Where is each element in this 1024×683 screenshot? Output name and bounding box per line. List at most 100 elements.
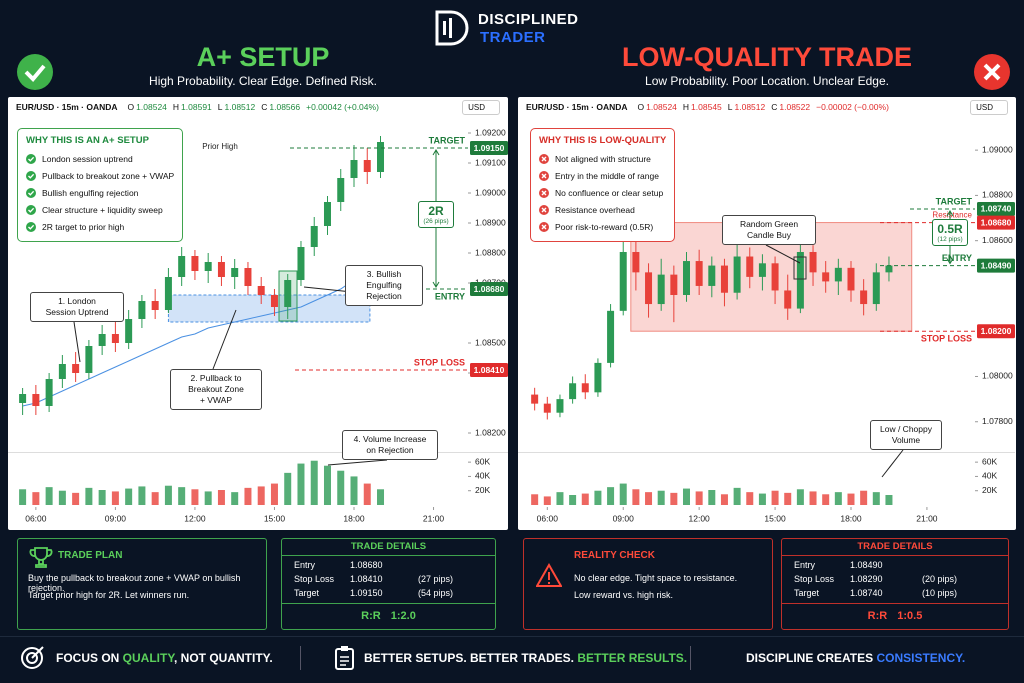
candle-body <box>872 272 880 305</box>
volume-bar <box>58 490 66 505</box>
volume-bar <box>363 483 371 505</box>
volume-tick-label: 40K <box>982 471 997 481</box>
volume-bar <box>796 489 804 505</box>
candle-body <box>164 277 172 310</box>
measure-sub: (26 pips) <box>423 217 449 225</box>
annotation-pointer <box>765 244 801 264</box>
logo-icon <box>435 10 469 46</box>
detail-label: Stop Loss <box>294 574 335 584</box>
checklist-item: Resistance overhead <box>539 201 666 218</box>
level-price: 1.08410 <box>474 365 505 375</box>
plan-line: Low reward vs. high risk. <box>574 590 674 600</box>
item-icon <box>539 221 549 232</box>
volume-bar <box>85 487 93 505</box>
candle-body <box>350 160 358 178</box>
volume-bar <box>284 472 292 505</box>
level-price-box <box>977 324 1015 339</box>
volume-bar <box>204 491 212 505</box>
item-text: Poor risk-to-reward (0.5R) <box>555 221 654 232</box>
candle-body <box>784 290 792 309</box>
candle-body <box>377 142 385 172</box>
quote: 1.08524 <box>136 102 167 112</box>
rr: R:R 1:2.0 <box>282 610 495 622</box>
candle-body <box>297 247 305 280</box>
x-tick-label: 09:00 <box>105 513 127 523</box>
checklist: WHY THIS IS AN A+ SETUP London session up… <box>17 128 184 242</box>
trophy-icon <box>29 547 53 568</box>
candle-body <box>632 251 640 273</box>
volume-bar <box>217 490 225 505</box>
y-tick-label: 1.08200 <box>475 427 506 437</box>
annotation-pointer <box>73 321 81 363</box>
annotation-pointer <box>327 459 388 466</box>
checklist-item: Pullback to breakout zone + VWAP <box>26 167 174 184</box>
measure-box: 2R (26 pips) <box>418 200 454 228</box>
brand-top: DISCIPLINED <box>478 11 579 28</box>
plan-line: Target prior high for 2R. Let winners ru… <box>28 590 190 600</box>
volume-bar <box>45 487 53 505</box>
volume-bar <box>556 492 564 505</box>
left-title: A+ SETUP <box>196 42 330 72</box>
symbol: EUR/USD · 15m · OANDA <box>16 102 118 112</box>
reality-check: REALITY CHECK No clear edge. Tight space … <box>523 538 773 630</box>
volume-tick-label: 20K <box>982 485 997 495</box>
plan-title: REALITY CHECK <box>574 550 655 561</box>
detail-label: Stop Loss <box>794 574 835 584</box>
quote: 1.08545 <box>691 102 722 112</box>
x-tick-label: 18:00 <box>840 513 862 523</box>
icon-circle <box>26 221 36 232</box>
currency: USD <box>468 103 485 112</box>
footer-highlight: CONSISTENCY. <box>876 651 966 665</box>
checklist-item: No confluence or clear setup <box>539 184 666 201</box>
candle-body <box>834 267 842 282</box>
left-chart-panel: 1.092001.091001.090001.089001.088001.087… <box>8 97 508 530</box>
icon-circle <box>26 170 36 181</box>
candle-body <box>363 160 371 172</box>
volume-bar <box>72 492 80 505</box>
left-chart: 1.092001.091001.090001.089001.088001.087… <box>8 127 508 523</box>
right-subtitle: Low Probability. Poor Location. Unclear … <box>645 74 889 88</box>
icon-circle <box>26 153 36 164</box>
level-name: TARGET <box>936 196 973 206</box>
candle-body <box>556 399 564 413</box>
candle-body <box>204 262 212 271</box>
rr-label: R:R <box>361 610 381 622</box>
candle-body <box>151 301 159 310</box>
volume-bar <box>708 490 716 505</box>
volume-bar <box>784 492 792 505</box>
volume-bar <box>377 489 385 505</box>
level-price: 1.08200 <box>981 326 1012 336</box>
footer-highlight: BETTER RESULTS. <box>577 651 688 665</box>
candle-body <box>885 265 893 273</box>
candle-body <box>720 265 728 293</box>
candle-body <box>645 272 653 305</box>
detail-label: Entry <box>294 560 316 570</box>
icon-glyph <box>541 156 547 161</box>
quote: C <box>261 102 268 112</box>
candle-body <box>682 261 690 295</box>
candle-body <box>111 334 119 343</box>
warning-dot <box>548 582 550 584</box>
divider <box>0 636 1024 637</box>
rr-divider <box>782 603 1008 604</box>
trade-details: TRADE DETAILS Entry 1.08680 Stop Loss 1.0841… <box>281 538 496 630</box>
detail-value: 1.09150 <box>350 588 383 598</box>
y-tick-label: 1.09200 <box>475 127 506 137</box>
trade-plan: TRADE PLAN Buy the pullback to breakout z… <box>17 538 267 630</box>
y-tick-label: 1.09000 <box>475 187 506 197</box>
candle-body <box>244 268 252 286</box>
candle-highlight <box>793 256 807 280</box>
level-name: TARGET <box>429 135 466 145</box>
right-title: LOW-QUALITY TRADE <box>622 42 912 72</box>
volume-bar <box>543 496 551 505</box>
y-tick-label: 1.08600 <box>982 235 1013 245</box>
volume-bar <box>191 489 199 505</box>
volume-bar <box>695 491 703 505</box>
x-tick-label: 12:00 <box>184 513 206 523</box>
x-tick-label: 06:00 <box>25 513 47 523</box>
currency-select[interactable]: USD <box>462 100 500 115</box>
rr-label: R:R <box>867 610 888 622</box>
currency-select[interactable]: USD <box>970 100 1008 115</box>
left-subtitle: High Probability. Clear Edge. Defined Ri… <box>149 74 377 88</box>
